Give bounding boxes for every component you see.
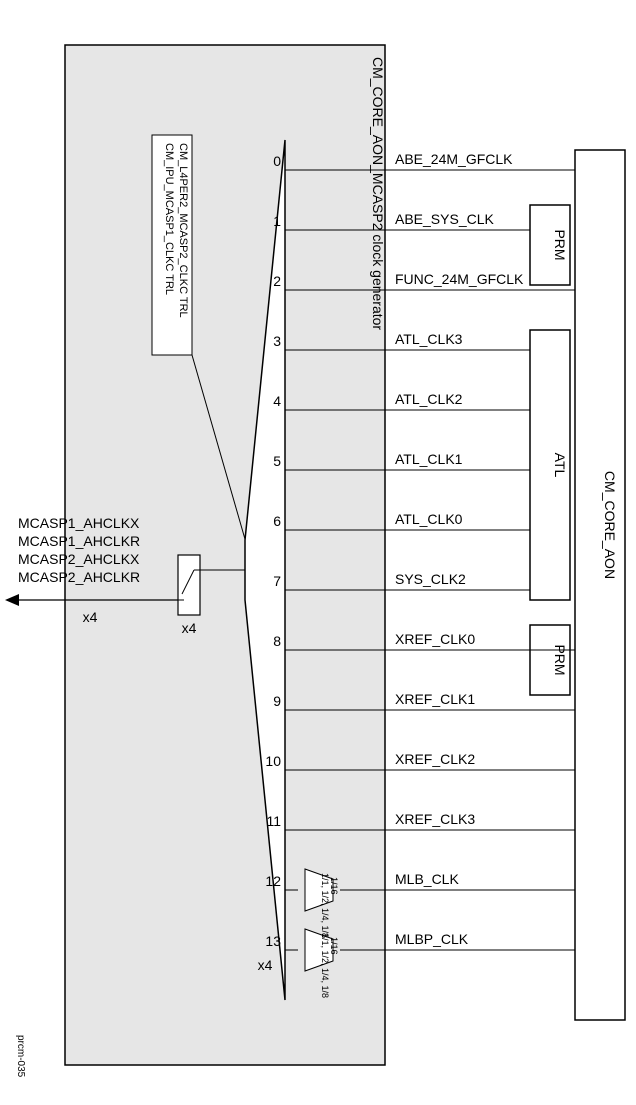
switch-box (178, 555, 200, 615)
signal-label: ATL_CLK0 (395, 511, 463, 527)
output-label: MCASP1_AHCLKX (18, 515, 140, 531)
output-x4-label: x4 (83, 609, 98, 625)
mux-input-index: 1 (273, 213, 281, 229)
mux-input-index: 9 (273, 693, 281, 709)
mux-input-index: 11 (266, 813, 281, 829)
output-arrowhead-icon (5, 594, 19, 606)
signal-label: ATL_CLK1 (395, 451, 463, 467)
mux-input-index: 0 (273, 153, 281, 169)
clkctrl-line: CM_IPU_MCASP1_CLKC TRL (163, 143, 175, 295)
signal-label: FUNC_24M_GFCLK (395, 271, 524, 287)
signal-label: ABE_SYS_CLK (395, 211, 494, 227)
output-label: MCASP2_AHCLKR (18, 569, 140, 585)
mux-input-index: 13 (265, 933, 281, 949)
signal-label: MLBP_CLK (395, 931, 469, 947)
mux-input-index: 5 (273, 453, 281, 469)
signal-label: SYS_CLK2 (395, 571, 466, 587)
divider-label-2: 1/16 (329, 877, 339, 895)
switch-x4-label: x4 (182, 620, 197, 636)
signal-label: MLB_CLK (395, 871, 459, 887)
mux-input-index: 4 (273, 393, 281, 409)
signal-label: ATL_CLK3 (395, 331, 463, 347)
signal-label: XREF_CLK0 (395, 631, 475, 647)
mux-input-index: 7 (273, 573, 281, 589)
signal-label: XREF_CLK2 (395, 751, 475, 767)
clock-generator-label: CM_CORE_AON_MCASP2 clock generator (370, 57, 386, 330)
signal-label: ATL_CLK2 (395, 391, 463, 407)
prm-top-label: PRM (552, 229, 568, 260)
atl-label: ATL (552, 453, 568, 478)
prm-bot-label: PRM (552, 644, 568, 675)
signal-label: XREF_CLK3 (395, 811, 475, 827)
output-label: MCASP2_AHCLKX (18, 551, 140, 567)
divider-label: 1/1, 1/2, 1/4, 1/8 (320, 933, 330, 998)
signal-label: XREF_CLK1 (395, 691, 475, 707)
mux-input-index: 8 (273, 633, 281, 649)
mux-input-index: 3 (273, 333, 281, 349)
cm-core-aon-label: CM_CORE_AON (602, 471, 618, 579)
divider-label-2: 1/16 (329, 937, 339, 955)
mux-input-index: 10 (265, 753, 281, 769)
signal-label: ABE_24M_GFCLK (395, 151, 513, 167)
mux-input-index: 2 (273, 273, 281, 289)
divider-label: 1/1, 1/2, 1/4, 1/8 (320, 873, 330, 938)
mux-x4-label: x4 (258, 957, 273, 973)
clkctrl-line: CM_L4PER2_MCASP2_CLKC TRL (177, 143, 189, 318)
mux-input-index: 12 (265, 873, 281, 889)
cm-core-aon-block (575, 150, 625, 1020)
output-label: MCASP1_AHCLKR (18, 533, 140, 549)
figure-id: prcm-035 (15, 1035, 26, 1078)
mux-input-index: 6 (273, 513, 281, 529)
